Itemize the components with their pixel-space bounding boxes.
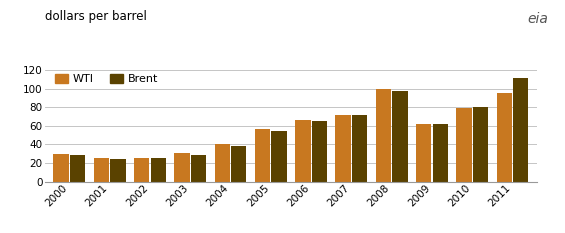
Text: eia: eia — [527, 12, 548, 26]
Bar — [150, 158, 166, 182]
Bar — [94, 158, 109, 182]
Bar — [392, 91, 407, 182]
Bar — [215, 144, 230, 182]
Bar — [295, 120, 311, 182]
Bar — [336, 115, 351, 182]
Bar — [312, 121, 327, 182]
Legend: WTI, Brent: WTI, Brent — [50, 70, 163, 89]
Bar — [134, 158, 149, 182]
Bar — [175, 153, 190, 182]
Bar — [457, 108, 472, 182]
Bar — [191, 155, 206, 182]
Bar — [352, 115, 367, 182]
Bar — [497, 93, 512, 182]
Bar — [255, 129, 270, 182]
Bar — [416, 124, 432, 182]
Bar — [70, 155, 85, 182]
Text: dollars per barrel: dollars per barrel — [45, 10, 147, 23]
Bar — [231, 146, 246, 182]
Bar — [513, 78, 528, 182]
Bar — [110, 159, 125, 182]
Bar — [473, 107, 488, 182]
Bar — [54, 154, 69, 182]
Bar — [376, 89, 391, 182]
Bar — [271, 131, 287, 182]
Bar — [433, 124, 448, 182]
